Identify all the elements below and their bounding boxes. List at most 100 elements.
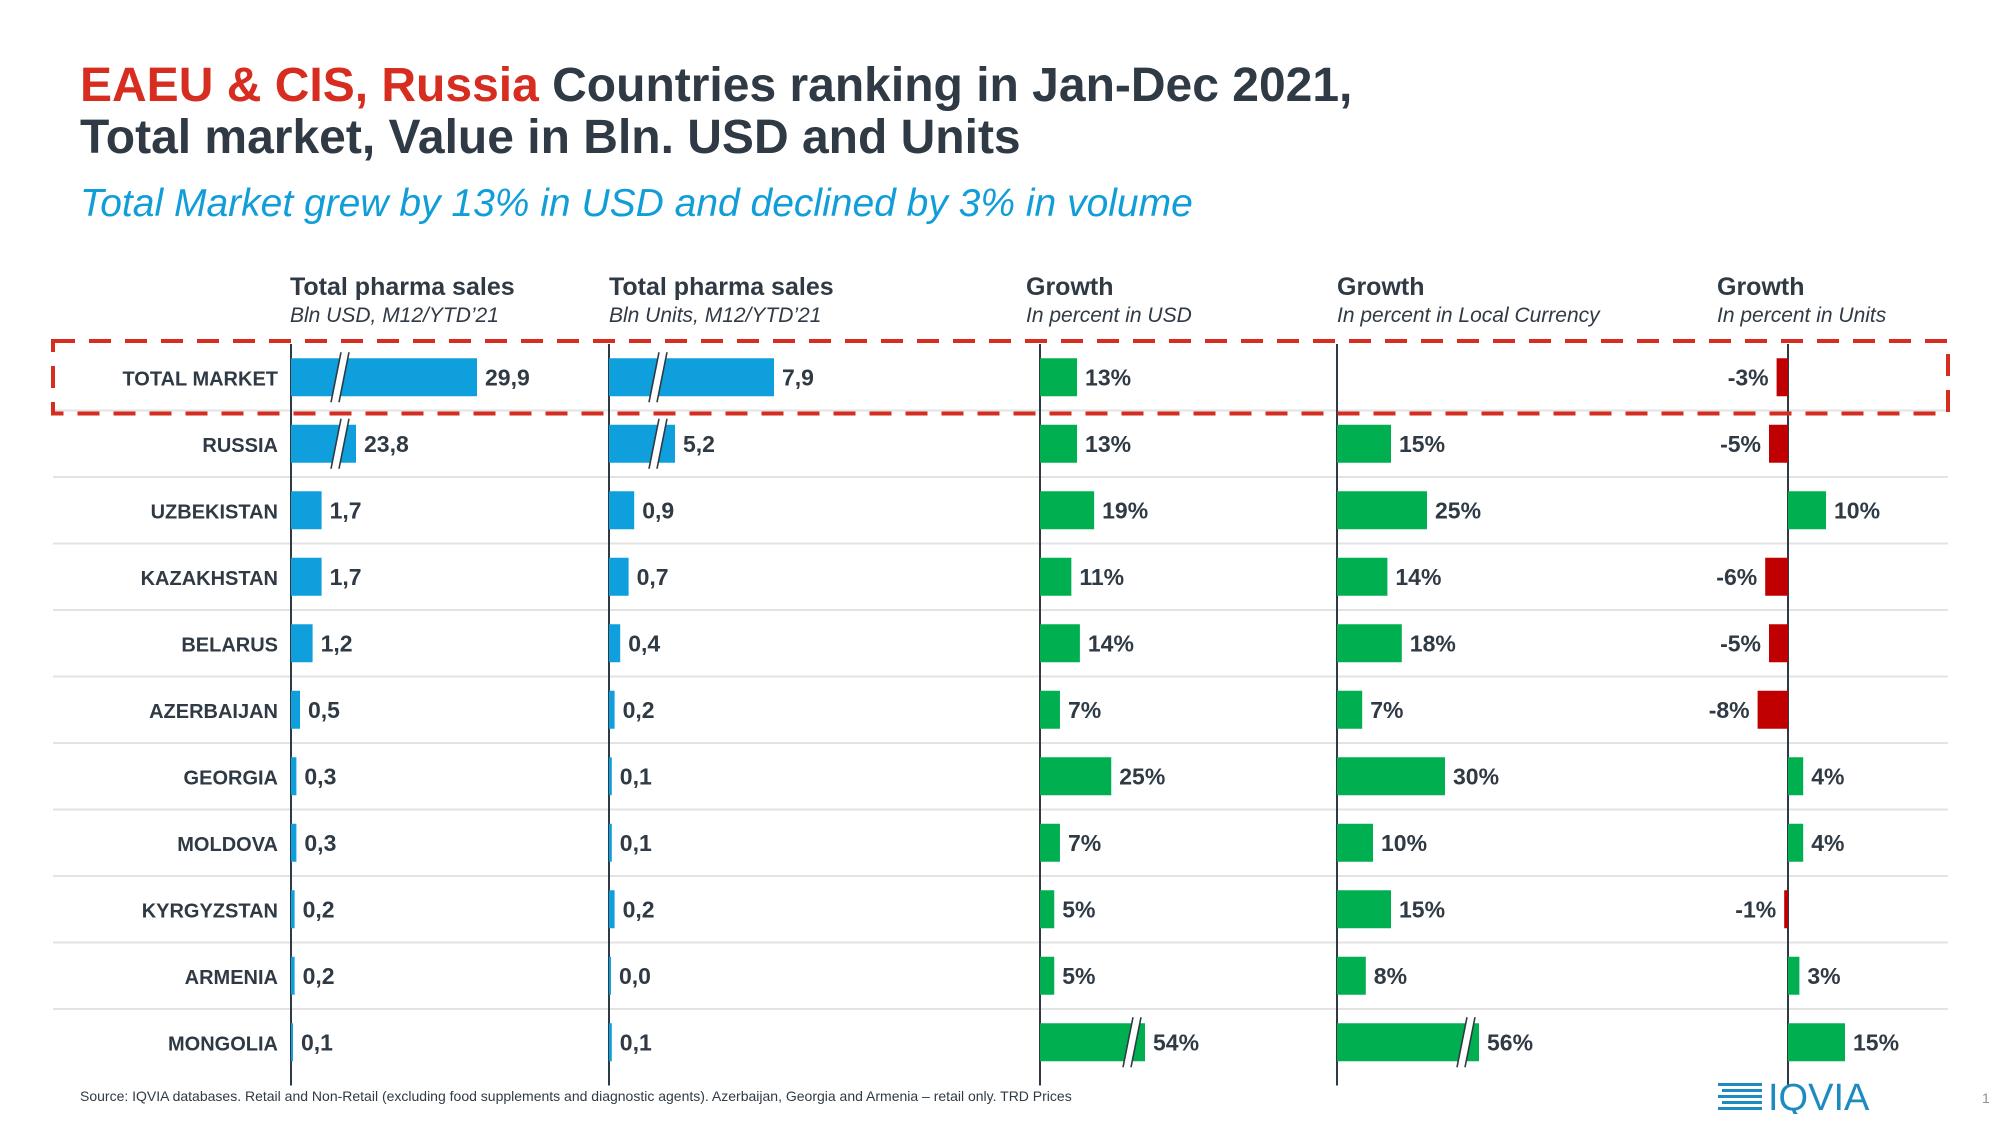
axis-break xyxy=(649,352,667,403)
value-label: -5% xyxy=(1720,630,1761,656)
value-label: 18% xyxy=(1410,630,1456,656)
bar xyxy=(609,757,612,796)
category-label: MONGOLIA xyxy=(168,1033,278,1055)
axis-break-line xyxy=(1122,1017,1134,1068)
value-label: 5% xyxy=(1062,963,1095,989)
title-highlight: EAEU & CIS, Russia xyxy=(80,59,539,112)
value-label: 13% xyxy=(1085,431,1131,457)
value-label: 0,2 xyxy=(303,896,335,922)
value-label: 5% xyxy=(1062,896,1095,922)
column-header-subtitle: In percent in Local Currency xyxy=(1337,304,1600,327)
value-label: 0,2 xyxy=(623,697,655,723)
category-label: MOLDOVA xyxy=(177,834,278,856)
bar xyxy=(1337,424,1391,463)
value-label: 0,0 xyxy=(619,963,651,989)
value-label: 3% xyxy=(1807,963,1840,989)
bar xyxy=(609,358,774,397)
bar xyxy=(1337,757,1445,796)
value-label: 0,7 xyxy=(637,564,669,590)
category-label: ARMENIA xyxy=(185,967,278,989)
value-label: 0,3 xyxy=(304,830,336,856)
value-label: 15% xyxy=(1853,1029,1899,1055)
axis-break xyxy=(649,418,667,469)
value-label: -1% xyxy=(1735,896,1776,922)
bar xyxy=(291,890,295,929)
value-label: 0,2 xyxy=(303,963,335,989)
value-label: 10% xyxy=(1834,497,1880,523)
iqvia-logo: IQVIA xyxy=(1718,1077,1870,1114)
bar xyxy=(1040,424,1078,463)
bar xyxy=(1337,557,1388,596)
title-line-2: Total market, Value in Bln. USD and Unit… xyxy=(80,111,1021,164)
bar xyxy=(1788,491,1826,530)
value-label: 54% xyxy=(1153,1029,1199,1055)
bar xyxy=(609,823,612,862)
axis-break xyxy=(331,352,349,403)
axis-break-line xyxy=(330,352,342,403)
bar xyxy=(291,956,295,995)
column-header-subtitle: In percent in Units xyxy=(1717,304,1887,327)
bar xyxy=(1040,624,1080,663)
bar xyxy=(1040,557,1072,596)
column-header-title: Total pharma sales xyxy=(609,273,834,301)
value-label: 4% xyxy=(1811,830,1844,856)
value-label: 0,1 xyxy=(620,830,652,856)
value-label: 10% xyxy=(1381,830,1427,856)
value-label: 1,7 xyxy=(330,564,362,590)
bar xyxy=(1337,823,1373,862)
category-label: GEORGIA xyxy=(184,767,278,789)
bar xyxy=(1040,890,1055,929)
value-label: 7% xyxy=(1068,830,1101,856)
bar xyxy=(1337,890,1391,929)
axis-break-line xyxy=(1456,1017,1468,1068)
value-label: 1,2 xyxy=(321,630,353,656)
value-label: 0,1 xyxy=(620,1029,652,1055)
value-label: 0,1 xyxy=(620,763,652,789)
value-label: 23,8 xyxy=(364,431,409,457)
bar xyxy=(1337,956,1366,995)
value-label: 14% xyxy=(1088,630,1134,656)
bar xyxy=(609,956,611,995)
bar xyxy=(1040,956,1055,995)
axis-break-line xyxy=(338,352,350,403)
value-label: 29,9 xyxy=(485,364,530,390)
bar xyxy=(1788,956,1800,995)
page-number: 1 xyxy=(1982,1090,1990,1106)
value-label: 0,5 xyxy=(308,697,340,723)
page-title: EAEU & CIS, Russia Countries ranking in … xyxy=(80,60,1352,164)
axis-break-line xyxy=(656,352,668,403)
bar xyxy=(1337,624,1402,663)
bar xyxy=(291,624,313,663)
column-header-subtitle: Bln Units, M12/YTD’21 xyxy=(609,304,822,327)
bar xyxy=(291,557,322,596)
bar xyxy=(1040,491,1095,530)
bar xyxy=(609,624,621,663)
value-label: 7% xyxy=(1370,697,1403,723)
axis-break xyxy=(1123,1017,1141,1068)
column-header-growth-units: Growth In percent in Units xyxy=(1717,272,1886,330)
bar xyxy=(291,823,297,862)
column-header-growth-local: Growth In percent in Local Currency xyxy=(1337,272,1600,330)
column-header-title: Growth xyxy=(1337,273,1425,301)
axis-break xyxy=(331,418,349,469)
value-label: 56% xyxy=(1487,1029,1533,1055)
value-label: 11% xyxy=(1079,564,1124,590)
value-label: 30% xyxy=(1453,763,1499,789)
value-label: 7% xyxy=(1068,697,1101,723)
column-header-subtitle: In percent in USD xyxy=(1026,304,1192,327)
value-label: 8% xyxy=(1374,963,1407,989)
bar xyxy=(609,491,635,530)
value-label: 13% xyxy=(1085,364,1131,390)
value-label: -5% xyxy=(1720,431,1761,457)
column-header-title: Growth xyxy=(1717,273,1805,301)
total-market-highlight xyxy=(51,339,1950,416)
value-label: 4% xyxy=(1811,763,1844,789)
value-label: 0,1 xyxy=(301,1029,333,1055)
source-note: Source: IQVIA databases. Retail and Non-… xyxy=(80,1088,1072,1104)
title-line-1-rest: Countries ranking in Jan-Dec 2021, xyxy=(538,59,1353,112)
bar xyxy=(609,1023,612,1062)
logo-wordmark: IQVIA xyxy=(1768,1077,1870,1114)
bar xyxy=(1776,358,1788,397)
value-label: 19% xyxy=(1102,497,1148,523)
axis-break-line xyxy=(1130,1017,1142,1068)
